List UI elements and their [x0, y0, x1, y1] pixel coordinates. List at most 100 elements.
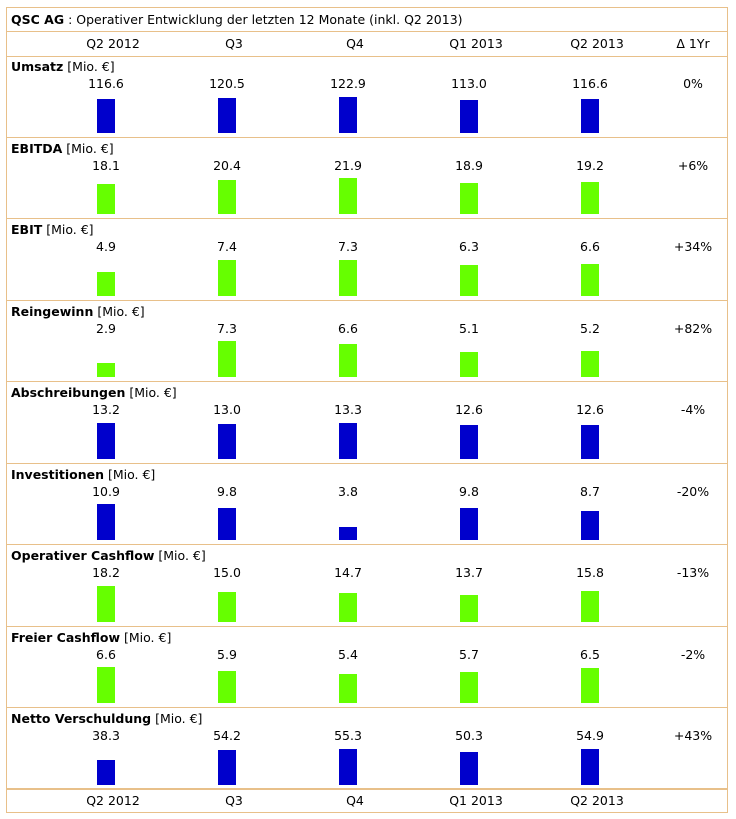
bar-2 — [339, 674, 357, 703]
value-label: 20.4 — [213, 157, 241, 173]
bar-1 — [218, 180, 236, 214]
bar-4 — [581, 263, 599, 296]
value-label: 5.4 — [338, 646, 358, 662]
value-label: 12.6 — [455, 402, 483, 417]
metric-unit: [Mio. €] — [151, 711, 203, 726]
value-label: 5.2 — [580, 320, 600, 336]
value-label: 13.2 — [92, 402, 120, 417]
metric-unit: [Mio. €] — [63, 59, 115, 74]
footer-period-4: Q1 2013 — [449, 793, 503, 808]
value-label: 113.0 — [451, 76, 487, 91]
metric-title: Operativer Cashflow [Mio. €] — [11, 548, 206, 563]
metric-unit: [Mio. €] — [93, 303, 145, 319]
footer-period-5: Q2 2013 — [570, 793, 624, 808]
title-subtitle: : Operativer Entwicklung der letzten 12 … — [64, 12, 463, 27]
metric-title: Abschreibungen [Mio. €] — [11, 385, 177, 400]
value-label: 10.9 — [92, 483, 120, 499]
page-title: QSC AG : Operativer Entwicklung der letz… — [7, 8, 727, 32]
bar-2 — [339, 527, 357, 540]
metric-unit: [Mio. €] — [154, 548, 206, 563]
bar-3 — [460, 508, 478, 540]
bar-4 — [581, 511, 599, 540]
metric-title: EBITDA [Mio. €] — [11, 141, 114, 156]
value-label: 7.4 — [217, 239, 237, 254]
value-label: 50.3 — [455, 728, 483, 743]
value-label: 13.0 — [213, 402, 241, 417]
metric-title: Reingewinn [Mio. €] — [11, 304, 145, 319]
footer-period-1: Q2 2012 — [86, 793, 140, 808]
metric-name: Freier Cashflow — [11, 629, 121, 645]
metric-row-3: Reingewinn [Mio. €] 2.9 7.3 6.6 5.1 5.2 +82% — [7, 301, 727, 382]
bar-3 — [460, 352, 478, 377]
metric-unit: [Mio. €] — [62, 140, 114, 156]
bar-1 — [218, 423, 236, 459]
value-label: 9.8 — [217, 483, 237, 499]
bar-0 — [97, 98, 115, 133]
bar-4 — [581, 351, 599, 377]
metric-name: EBIT — [11, 222, 43, 237]
bar-2 — [339, 422, 357, 459]
value-label: 19.2 — [576, 157, 604, 173]
value-label: 116.6 — [88, 76, 124, 91]
bar-1 — [218, 671, 236, 703]
metric-title: Investitionen [Mio. €] — [11, 467, 155, 482]
bar-4 — [581, 98, 599, 133]
value-label: 9.8 — [459, 483, 479, 499]
value-label: 14.7 — [334, 565, 362, 580]
value-label: 120.5 — [209, 76, 245, 91]
bar-3 — [460, 183, 478, 214]
header-delta: Δ 1Yr — [676, 36, 710, 51]
bar-1 — [218, 259, 236, 296]
metric-unit: [Mio. €] — [104, 466, 156, 482]
bar-4 — [581, 668, 599, 703]
value-label: 18.9 — [455, 157, 483, 173]
value-label: 54.2 — [213, 728, 241, 743]
metric-unit: [Mio. €] — [42, 222, 94, 237]
value-label: 7.3 — [217, 320, 237, 336]
value-label: 5.7 — [459, 646, 479, 662]
delta-value: 0% — [683, 76, 703, 91]
bar-3 — [460, 594, 478, 622]
metric-unit: [Mio. €] — [125, 385, 177, 400]
delta-value: -20% — [676, 483, 710, 499]
delta-value: +6% — [677, 157, 709, 173]
metric-name: Reingewinn — [11, 303, 94, 319]
header-period-3: Q4 — [346, 36, 364, 51]
header-period-4: Q1 2013 — [449, 36, 503, 51]
header-period-1: Q2 2012 — [86, 36, 140, 51]
bar-0 — [97, 422, 115, 459]
value-label: 18.2 — [92, 565, 120, 580]
chart-panel: QSC AG : Operativer Entwicklung der letz… — [6, 7, 728, 813]
header-row: Q2 2012 Q3 Q4 Q1 2013 Q2 2013 Δ 1Yr — [7, 32, 727, 57]
value-label: 15.8 — [576, 565, 604, 580]
bar-0 — [97, 504, 115, 540]
bar-0 — [97, 759, 115, 785]
delta-value: -13% — [676, 565, 710, 580]
bar-0 — [97, 667, 115, 703]
metric-name: Netto Verschuldung — [11, 711, 152, 726]
value-label: 54.9 — [576, 728, 604, 743]
value-label: 6.5 — [580, 646, 600, 662]
value-label: 6.6 — [580, 239, 600, 254]
bar-4 — [581, 748, 599, 785]
bar-2 — [339, 259, 357, 296]
metric-row-1: EBITDA [Mio. €] 18.1 20.4 21.9 18.9 19.2 +6% — [7, 138, 727, 219]
value-label: 12.6 — [576, 402, 604, 417]
value-label: 6.6 — [338, 320, 358, 336]
value-label: 18.1 — [92, 157, 120, 173]
metric-row-7: Freier Cashflow [Mio. €] 6.6 5.9 5.4 5.7 6.5 -… — [7, 627, 727, 708]
value-label: 5.1 — [459, 320, 479, 336]
metric-title: Netto Verschuldung [Mio. €] — [11, 711, 202, 726]
metric-row-0: Umsatz [Mio. €] 116.6 120.5 122.9 113.0 116.6… — [7, 56, 727, 138]
value-label: 21.9 — [334, 157, 362, 173]
footer-period-3: Q4 — [346, 793, 364, 808]
value-label: 13.3 — [334, 402, 362, 417]
delta-value: +43% — [673, 728, 713, 743]
metric-name: Abschreibungen — [11, 385, 126, 400]
bar-0 — [97, 585, 115, 622]
metric-row-6: Operativer Cashflow [Mio. €] 18.2 15.0 14.7… — [7, 545, 727, 627]
bar-3 — [460, 424, 478, 459]
value-label: 15.0 — [213, 565, 241, 580]
bar-4 — [581, 182, 599, 214]
bar-3 — [460, 751, 478, 785]
